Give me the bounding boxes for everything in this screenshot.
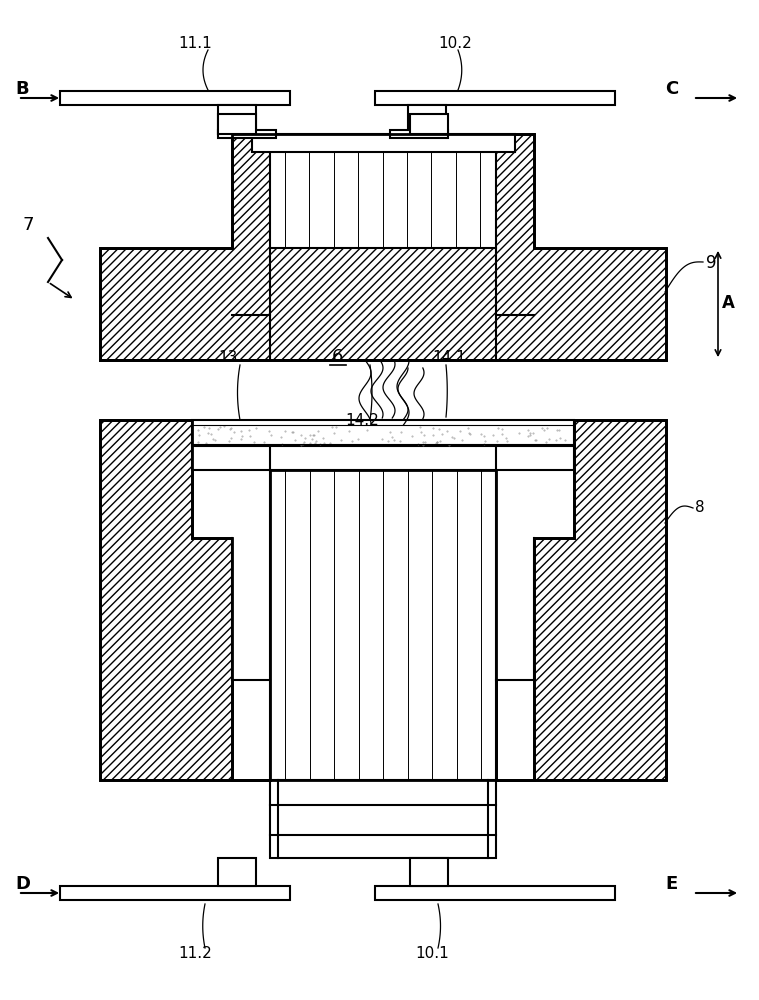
Bar (410, 858, 448, 886)
Text: 10.2: 10.2 (438, 36, 472, 51)
Polygon shape (100, 420, 666, 780)
Text: 9: 9 (706, 254, 716, 272)
Text: 14.2: 14.2 (345, 413, 379, 428)
Text: 7: 7 (22, 216, 33, 234)
Bar (270, 780, 496, 858)
Text: 14.1: 14.1 (432, 350, 466, 365)
Bar (252, 134, 515, 152)
Bar (218, 114, 256, 134)
Text: B: B (15, 80, 29, 98)
Text: 10.1: 10.1 (415, 946, 449, 961)
Bar (60, 91, 290, 105)
Bar (375, 91, 615, 105)
Bar (408, 105, 446, 134)
Bar (232, 470, 270, 680)
Bar (270, 138, 496, 248)
Text: A: A (722, 294, 735, 312)
Bar (496, 470, 534, 680)
Polygon shape (100, 134, 666, 360)
Bar (410, 114, 448, 134)
Bar (218, 105, 256, 134)
Bar (390, 130, 448, 138)
Text: 11.1: 11.1 (178, 36, 212, 51)
Bar (218, 130, 276, 138)
Text: 11.2: 11.2 (178, 946, 212, 961)
Bar (270, 470, 496, 780)
Text: E: E (665, 875, 677, 893)
Text: C: C (665, 80, 679, 98)
Text: 6: 6 (332, 348, 343, 366)
Bar (375, 886, 615, 900)
Text: 8: 8 (695, 500, 704, 515)
Bar (60, 886, 290, 900)
Bar (192, 444, 270, 470)
Bar (496, 444, 574, 470)
Bar (192, 420, 574, 446)
Text: D: D (15, 875, 30, 893)
Text: 13: 13 (218, 350, 238, 365)
Bar (218, 858, 256, 886)
